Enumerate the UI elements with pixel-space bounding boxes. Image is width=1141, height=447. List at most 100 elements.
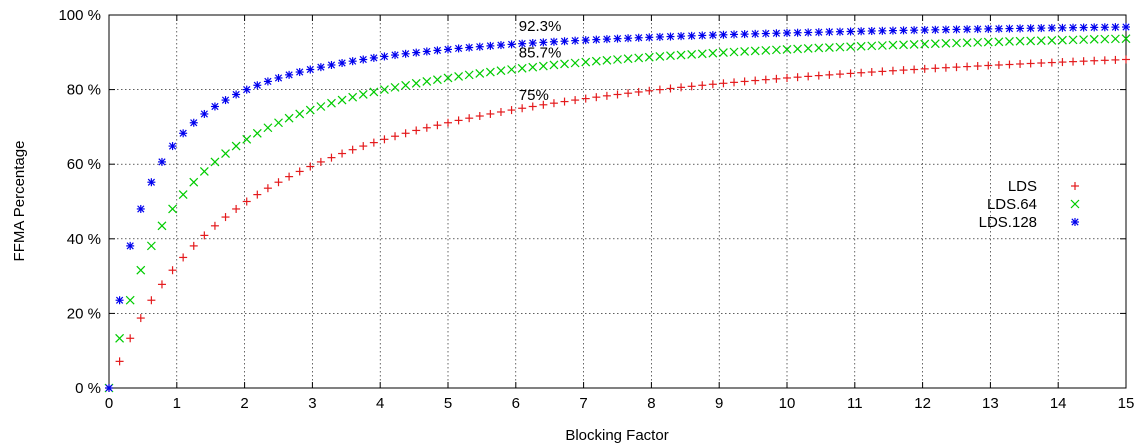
data-point	[783, 73, 791, 82]
data-point	[539, 38, 548, 47]
data-point	[920, 64, 929, 73]
data-point	[994, 37, 1004, 47]
data-point	[825, 27, 834, 36]
data-point	[263, 123, 273, 133]
data-point	[327, 153, 336, 162]
data-point	[973, 25, 982, 34]
data-point	[411, 78, 421, 88]
data-point	[952, 25, 961, 34]
data-point	[1026, 59, 1035, 68]
data-point	[1069, 23, 1078, 32]
x-tick-label: 12	[914, 395, 931, 412]
data-point	[877, 41, 887, 50]
data-point	[232, 90, 241, 99]
data-point	[655, 32, 664, 41]
data-point	[295, 109, 305, 119]
x-tick-label: 11	[847, 395, 863, 412]
data-point	[348, 145, 357, 154]
data-point	[359, 55, 368, 64]
data-point	[730, 78, 739, 87]
legend-marker	[1070, 199, 1080, 209]
data-point	[475, 42, 484, 51]
data-point	[973, 62, 982, 71]
data-point	[369, 138, 378, 147]
data-point	[761, 45, 771, 55]
data-point	[1122, 23, 1130, 32]
data-point	[391, 51, 400, 60]
x-tick-label: 9	[715, 395, 723, 412]
data-point	[867, 68, 876, 77]
data-point	[528, 102, 537, 111]
data-point	[337, 95, 347, 105]
data-point	[242, 134, 252, 144]
data-point	[189, 118, 198, 127]
data-point	[835, 27, 844, 36]
data-point	[147, 296, 156, 305]
data-point	[1100, 56, 1109, 65]
data-point	[592, 93, 601, 102]
data-point	[178, 190, 188, 200]
data-point	[422, 47, 431, 56]
x-tick-label: 14	[1050, 395, 1067, 412]
data-point	[189, 177, 199, 187]
data-point	[136, 314, 145, 323]
data-point	[613, 55, 622, 64]
data-point	[994, 24, 1003, 33]
data-point	[549, 37, 558, 46]
data-point	[952, 63, 961, 72]
data-point	[274, 118, 283, 128]
data-point	[295, 167, 304, 176]
data-point	[422, 77, 432, 86]
data-point	[984, 24, 993, 33]
data-point	[602, 91, 611, 100]
data-point	[528, 62, 538, 72]
data-point	[920, 25, 929, 34]
data-point	[465, 114, 474, 123]
data-point	[793, 44, 803, 54]
data-point	[676, 50, 686, 60]
data-point	[571, 36, 580, 45]
data-point	[602, 55, 612, 65]
data-point	[740, 47, 750, 56]
x-tick-label: 4	[376, 395, 384, 412]
data-point	[348, 57, 357, 66]
data-point	[1079, 23, 1088, 32]
data-point	[783, 28, 791, 37]
annotation-label: 92.3%	[519, 18, 562, 35]
data-point	[231, 141, 241, 151]
data-point	[475, 68, 485, 78]
data-point	[316, 102, 326, 111]
plot-frame	[108, 14, 1127, 389]
data-point	[486, 41, 495, 50]
data-point	[507, 106, 516, 115]
data-point	[740, 77, 749, 86]
data-point	[210, 157, 220, 167]
data-point	[581, 36, 590, 45]
data-point	[687, 82, 696, 91]
data-point	[962, 38, 972, 48]
legend-marker	[1071, 218, 1079, 226]
data-point	[115, 357, 124, 366]
data-point	[994, 60, 1003, 69]
data-point	[464, 70, 474, 80]
data-point	[772, 74, 781, 83]
data-point	[179, 253, 188, 262]
data-point	[560, 37, 569, 46]
data-point	[263, 184, 272, 193]
data-point	[634, 53, 644, 63]
data-point	[1005, 60, 1014, 69]
data-point	[348, 92, 358, 102]
data-point	[644, 52, 654, 62]
data-point	[517, 63, 527, 73]
data-point	[1005, 37, 1014, 46]
data-point	[316, 63, 325, 72]
data-point	[179, 129, 188, 138]
data-point	[772, 29, 781, 38]
data-point	[1058, 23, 1067, 32]
data-point	[496, 107, 505, 116]
data-point	[1068, 35, 1078, 45]
data-point	[857, 68, 866, 77]
data-point	[624, 89, 633, 98]
data-point	[1090, 56, 1099, 65]
data-point	[263, 77, 272, 86]
